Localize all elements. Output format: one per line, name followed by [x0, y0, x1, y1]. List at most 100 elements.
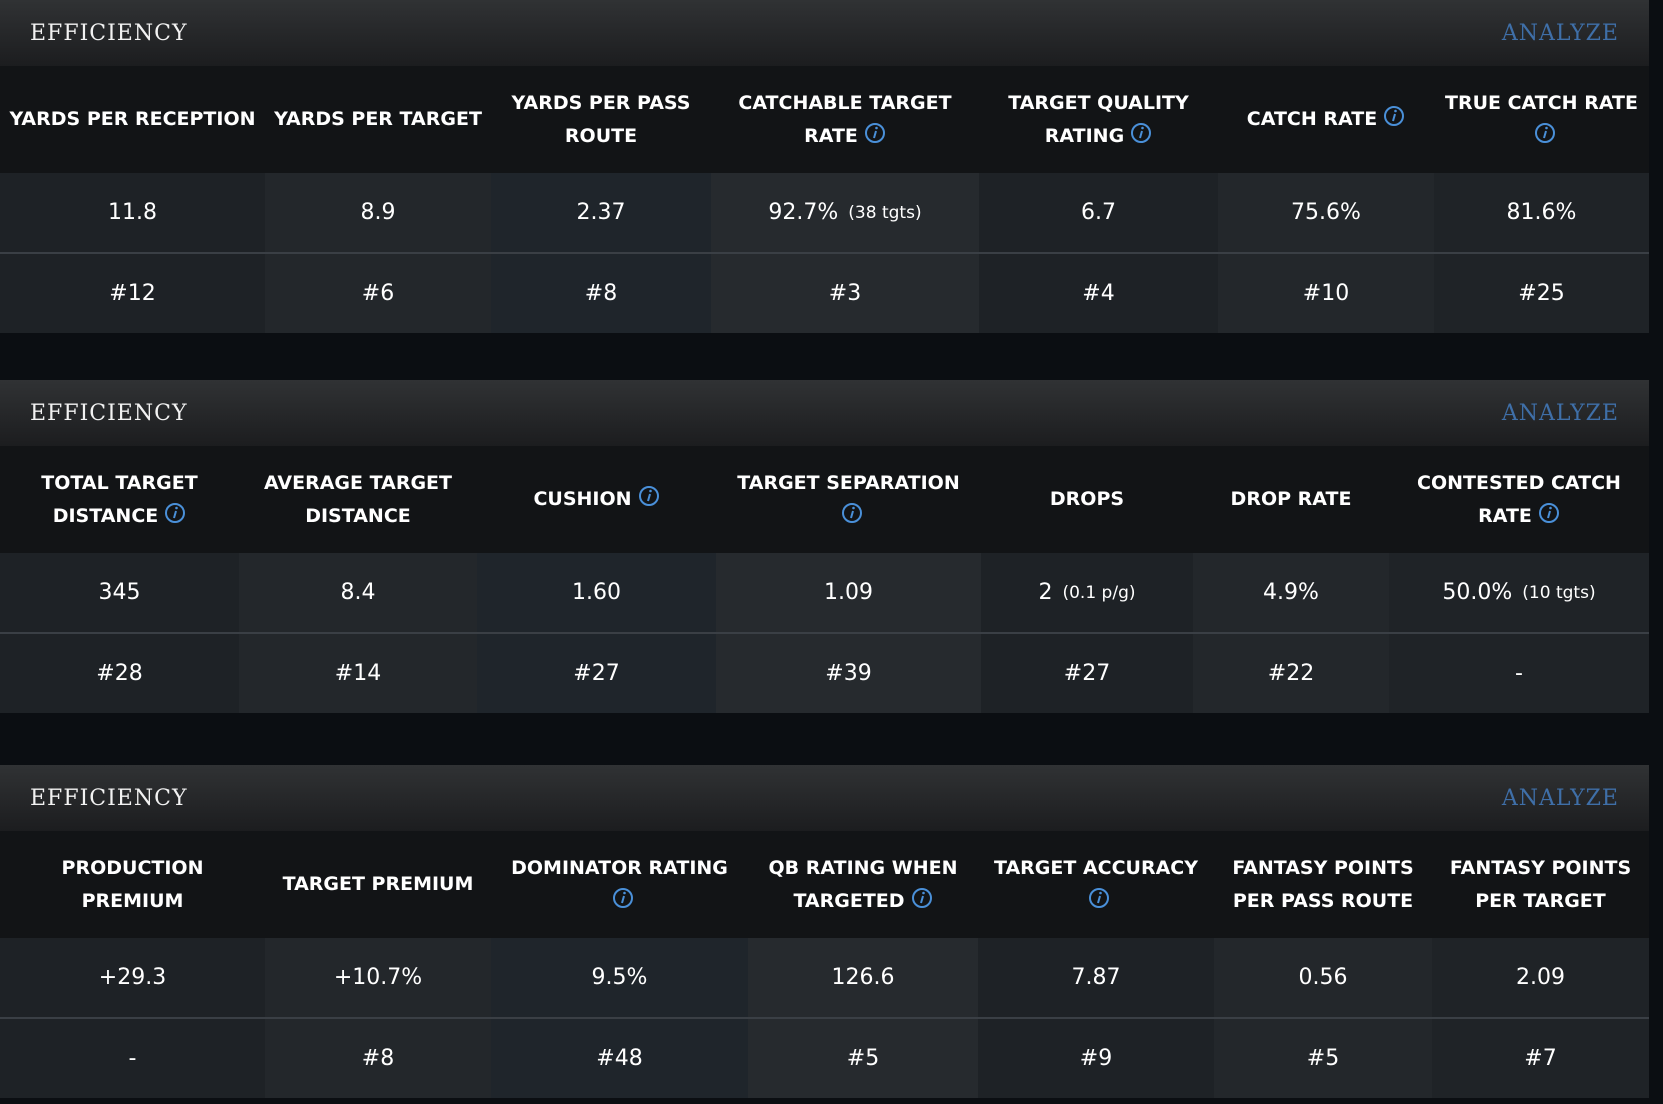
column-label: YARDS PER RECEPTION [9, 108, 256, 130]
column-headers: YARDS PER RECEPTION YARDS PER TARGET YARDS… [0, 66, 1649, 173]
value-cell: 8.4 [239, 553, 477, 632]
rank: #39 [825, 661, 872, 686]
value: 4.9% [1263, 580, 1319, 605]
rank-cell: #12 [0, 254, 265, 333]
column-label: DOMINATOR RATING [499, 852, 740, 918]
value-cell: 8.9 [265, 173, 491, 252]
column-headers: TOTAL TARGET DISTANCE AVERAGE TARGET DIST… [0, 446, 1649, 553]
column-label: YARDS PER PASS ROUTE [511, 91, 691, 147]
info-icon[interactable] [164, 502, 186, 524]
value-cell: 1.60 [477, 553, 716, 632]
info-icon[interactable] [911, 887, 933, 909]
rank-cell: #48 [491, 1019, 748, 1098]
value-cell: 11.8 [0, 173, 265, 252]
column-header: CUSHION [477, 446, 716, 553]
rank: #5 [846, 1046, 880, 1071]
value: 345 [98, 580, 141, 605]
value-cell: 345 [0, 553, 239, 632]
panel-title: EFFICIENCY [30, 400, 188, 426]
value: 9.5% [591, 965, 648, 990]
column-label: FANTASY POINTS PER PASS ROUTE [1232, 856, 1414, 912]
info-icon[interactable] [1383, 105, 1405, 127]
rank-cell: #27 [477, 634, 716, 713]
rank-cell: #8 [265, 1019, 491, 1098]
column-header: TARGET PREMIUM [265, 831, 491, 938]
value-detail: (0.1 p/g) [1062, 582, 1136, 603]
stats-panel: EFFICIENCY ANALYZE PRODUCTION PREMIUM TARGE… [0, 765, 1649, 1098]
info-icon[interactable] [841, 502, 863, 524]
value: 8.9 [360, 200, 396, 225]
value-cell: 7.87 [978, 938, 1214, 1017]
column-header: DROPS [981, 446, 1193, 553]
rank: #4 [1082, 281, 1115, 306]
rank: #8 [584, 281, 618, 306]
info-icon[interactable] [864, 122, 886, 144]
rank-cell: #28 [0, 634, 239, 713]
value-cell: 0.56 [1214, 938, 1432, 1017]
values-row: 11.8 8.9 2.37 92.7% (38 tgts) 6.7 75.6% 81.6% [0, 173, 1649, 254]
rank-cell: - [0, 1019, 265, 1098]
values-row: 345 8.4 1.60 1.09 2 (0.1 p/g) 4.9% 50.0% (10 tgt… [0, 553, 1649, 634]
value: 6.7 [1081, 200, 1116, 225]
rank-cell: #8 [491, 254, 711, 333]
rank: #7 [1524, 1046, 1557, 1071]
rank: #9 [1079, 1046, 1113, 1071]
column-header: DOMINATOR RATING [491, 831, 748, 938]
value: 2.09 [1516, 965, 1565, 990]
rank: #22 [1267, 661, 1315, 686]
rank: #3 [828, 281, 862, 306]
rank-cell: #5 [1214, 1019, 1432, 1098]
panel-header: EFFICIENCY ANALYZE [0, 765, 1649, 831]
value: 92.7% [768, 200, 839, 225]
value-detail: (38 tgts) [848, 202, 922, 223]
column-label: CATCH RATE [1247, 103, 1405, 136]
ranks-row: #12 #6 #8 #3 #4 #10 #25 [0, 254, 1649, 333]
column-label: TRUE CATCH RATE [1442, 87, 1641, 153]
column-header: YARDS PER TARGET [265, 66, 491, 173]
panel-title: EFFICIENCY [30, 785, 188, 811]
value: +29.3 [98, 965, 167, 990]
value-cell: 50.0% (10 tgts) [1389, 553, 1649, 632]
column-header: PRODUCTION PREMIUM [0, 831, 265, 938]
rank-cell: #6 [265, 254, 491, 333]
column-header: TOTAL TARGET DISTANCE [0, 446, 239, 553]
info-icon[interactable] [1088, 887, 1110, 909]
column-header: CATCHABLE TARGET RATE [711, 66, 979, 173]
rank: #25 [1518, 281, 1565, 306]
value-cell: 6.7 [979, 173, 1218, 252]
info-icon[interactable] [1130, 122, 1152, 144]
values-row: +29.3 +10.7% 9.5% 126.6 7.87 0.56 2.09 [0, 938, 1649, 1019]
info-icon[interactable] [612, 887, 634, 909]
info-icon[interactable] [1538, 502, 1560, 524]
info-icon[interactable] [638, 485, 660, 507]
column-header: YARDS PER PASS ROUTE [491, 66, 711, 173]
analyze-link[interactable]: ANALYZE [1501, 20, 1619, 46]
rank: #10 [1302, 281, 1350, 306]
value-cell: 2 (0.1 p/g) [981, 553, 1193, 632]
column-label: DROPS [1049, 488, 1125, 510]
column-label: TARGET ACCURACY [986, 852, 1206, 918]
value-cell: 9.5% [491, 938, 748, 1017]
value-cell: 1.09 [716, 553, 981, 632]
column-label: QB RATING WHEN TARGETED [768, 856, 958, 912]
value-cell: 81.6% [1434, 173, 1649, 252]
value-cell: 92.7% (38 tgts) [711, 173, 979, 252]
stats-panel: EFFICIENCY ANALYZE YARDS PER RECEPTION YARD… [0, 0, 1649, 333]
column-label: CONTESTED CATCH RATE [1417, 471, 1621, 527]
analyze-link[interactable]: ANALYZE [1501, 785, 1619, 811]
column-header: CONTESTED CATCH RATE [1389, 446, 1649, 553]
column-label: CUSHION [533, 483, 659, 516]
value: 8.4 [340, 580, 376, 605]
value: 1.60 [572, 580, 621, 605]
analyze-link[interactable]: ANALYZE [1501, 400, 1619, 426]
info-icon[interactable] [1534, 122, 1556, 144]
rank-cell: #4 [979, 254, 1218, 333]
column-header: AVERAGE TARGET DISTANCE [239, 446, 477, 553]
value-cell: 75.6% [1218, 173, 1434, 252]
rank-cell: #22 [1193, 634, 1389, 713]
value: 126.6 [831, 965, 895, 990]
column-headers: PRODUCTION PREMIUM TARGET PREMIUM DOMINATO… [0, 831, 1649, 938]
rank-cell: #7 [1432, 1019, 1649, 1098]
rank: #14 [334, 661, 382, 686]
column-label: FANTASY POINTS PER TARGET [1449, 856, 1632, 912]
